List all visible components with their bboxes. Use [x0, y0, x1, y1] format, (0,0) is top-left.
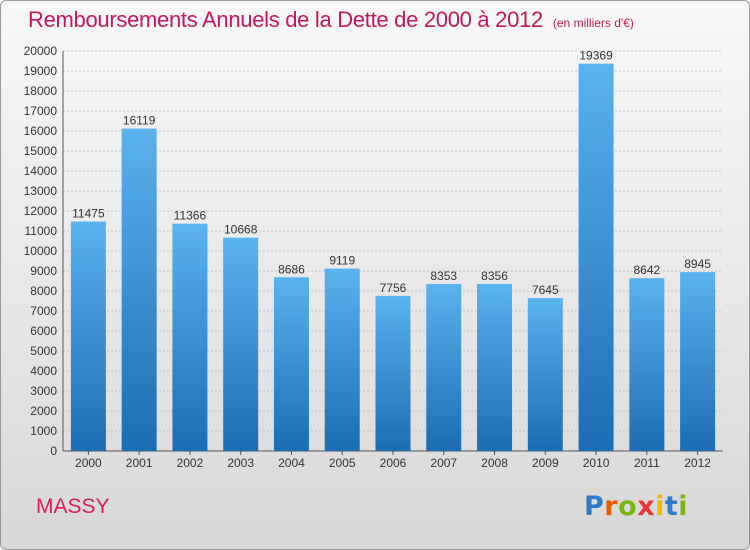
data-label: 8945 [684, 257, 711, 271]
y-tick-label: 5000 [30, 344, 57, 358]
bar [426, 283, 462, 451]
bar [273, 277, 309, 451]
bar [477, 283, 513, 451]
y-tick-label: 6000 [30, 324, 57, 338]
y-tick-label: 14000 [24, 164, 58, 178]
y-tick-label: 0 [50, 444, 57, 458]
chart-subtitle: (en milliers d'€) [552, 16, 634, 30]
bar [223, 237, 259, 451]
data-label: 19369 [579, 49, 613, 63]
x-tick-label: 2004 [278, 456, 305, 470]
logo-letter: i [678, 491, 689, 522]
data-label: 8353 [430, 269, 457, 283]
data-label: 11366 [174, 209, 207, 223]
bar [578, 63, 614, 452]
data-label: 8356 [481, 269, 508, 283]
x-tick-label: 2011 [634, 456, 660, 470]
y-tick-label: 19000 [24, 64, 58, 78]
bar [70, 221, 106, 451]
data-label: 10668 [224, 223, 258, 237]
y-tick-label: 17000 [24, 104, 58, 118]
y-tick-label: 2000 [30, 404, 57, 418]
y-tick-label: 1000 [30, 424, 57, 438]
x-tick-label: 2012 [684, 456, 711, 470]
y-tick-label: 8000 [30, 284, 57, 298]
y-tick-label: 11000 [25, 224, 58, 238]
y-tick-label: 12000 [24, 204, 58, 218]
data-label: 8642 [633, 263, 660, 277]
data-label: 11475 [72, 207, 105, 221]
data-label: 16119 [123, 114, 156, 128]
logo-letter: P [584, 491, 605, 522]
chart-title: Remboursements Annuels de la Dette de 20… [28, 7, 634, 33]
y-tick-label: 20000 [24, 44, 58, 58]
x-tick-label: 2007 [430, 456, 457, 470]
x-tick-label: 2008 [481, 456, 508, 470]
y-tick-label: 15000 [24, 144, 58, 158]
data-label: 7645 [532, 283, 559, 297]
bar [121, 128, 157, 451]
y-tick-label: 10000 [24, 244, 58, 258]
logo-letter: t [664, 491, 679, 522]
logo-letter: x [637, 491, 656, 522]
y-tick-label: 4000 [30, 364, 57, 378]
x-tick-label: 2009 [532, 456, 559, 470]
bar [629, 278, 665, 451]
logo-letter: r [604, 491, 619, 522]
bar [680, 272, 716, 451]
y-tick-label: 3000 [30, 384, 57, 398]
y-tick-label: 7000 [30, 304, 57, 318]
x-tick-label: 2010 [583, 456, 610, 470]
x-tick-label: 2001 [126, 456, 153, 470]
city-name: MASSY [36, 495, 110, 518]
x-tick-label: 2000 [75, 456, 102, 470]
bar [324, 268, 360, 451]
y-tick-label: 16000 [24, 124, 58, 138]
x-tick-label: 2002 [177, 456, 204, 470]
x-tick-label: 2006 [380, 456, 407, 470]
data-label: 9119 [329, 254, 355, 268]
x-tick-label: 2003 [227, 456, 254, 470]
proxiti-logo: Proxiti [584, 491, 688, 522]
chart-title-main: Remboursements Annuels de la Dette de 20… [28, 7, 543, 32]
y-tick-label: 18000 [24, 84, 58, 98]
data-label: 7756 [380, 281, 407, 295]
y-tick-label: 9000 [30, 264, 57, 278]
data-label: 8686 [278, 262, 305, 276]
y-tick-label: 13000 [24, 184, 58, 198]
logo-letter: o [618, 491, 638, 522]
bar [375, 295, 411, 451]
logo-letter: i [655, 491, 665, 522]
x-tick-label: 2005 [329, 456, 356, 470]
bar [527, 298, 563, 451]
bar [172, 223, 208, 451]
